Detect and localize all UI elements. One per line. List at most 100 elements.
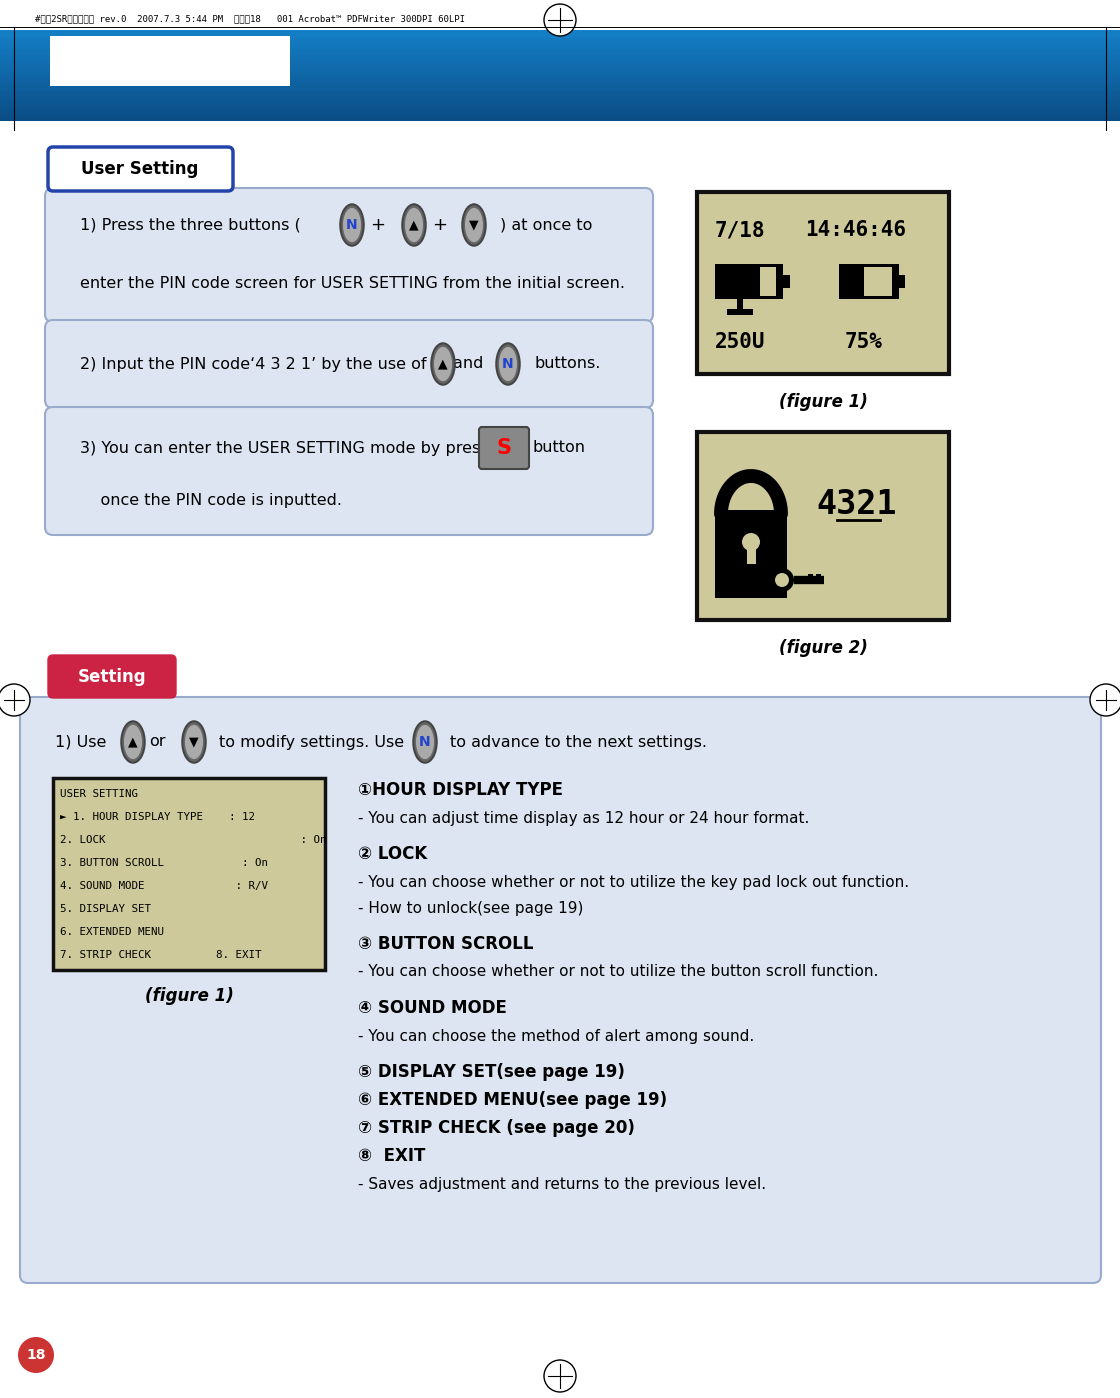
Bar: [0, 81, 1120, 82]
Bar: [697, 432, 949, 619]
Bar: [0, 42, 1120, 43]
FancyBboxPatch shape: [45, 407, 653, 535]
Text: Dr.: Dr.: [737, 577, 780, 603]
Bar: [0, 92, 1120, 94]
Ellipse shape: [340, 204, 364, 246]
Circle shape: [544, 4, 576, 36]
Text: 2) Input the PIN code‘4 3 2 1’ by the use of: 2) Input the PIN code‘4 3 2 1’ by the us…: [80, 356, 427, 372]
Circle shape: [544, 1360, 576, 1392]
Bar: [0, 67, 1120, 69]
Bar: [715, 510, 787, 598]
Bar: [0, 74, 1120, 75]
Text: (figure 2): (figure 2): [778, 639, 867, 657]
Bar: [842, 267, 892, 296]
Ellipse shape: [124, 726, 142, 759]
Text: USER SETTING: USER SETTING: [60, 788, 138, 800]
Text: (figure 1): (figure 1): [144, 987, 233, 1005]
Text: 3) You can enter the USER SETTING mode by pressing: 3) You can enter the USER SETTING mode b…: [80, 440, 513, 456]
Bar: [0, 116, 1120, 117]
Text: - You can choose whether or not to utilize the key pad lock out function.: - You can choose whether or not to utili…: [358, 875, 909, 889]
Bar: [0, 36, 1120, 38]
Bar: [53, 779, 325, 970]
Bar: [0, 99, 1120, 101]
Text: +: +: [371, 217, 385, 233]
Bar: [839, 264, 899, 299]
Ellipse shape: [500, 347, 517, 382]
Text: or: or: [149, 734, 166, 749]
Text: ⑤ DISPLAY SET(see page 19): ⑤ DISPLAY SET(see page 19): [358, 1062, 625, 1081]
Bar: [842, 267, 864, 296]
Text: 5. DISPLAY SET: 5. DISPLAY SET: [60, 905, 151, 914]
Text: to advance to the next settings.: to advance to the next settings.: [450, 734, 707, 749]
Text: ④ SOUND MODE: ④ SOUND MODE: [358, 1000, 507, 1016]
Text: - You can choose the method of alert among sound.: - You can choose the method of alert amo…: [358, 1029, 754, 1043]
Text: 18: 18: [26, 1348, 46, 1362]
Ellipse shape: [121, 721, 144, 763]
Bar: [0, 105, 1120, 108]
Text: ⑥ EXTENDED MENU(see page 19): ⑥ EXTENDED MENU(see page 19): [358, 1090, 668, 1109]
Bar: [0, 99, 1120, 102]
Text: Setting: Setting: [77, 668, 147, 686]
Bar: [0, 35, 1120, 38]
Bar: [0, 110, 1120, 113]
Bar: [0, 119, 1120, 120]
Ellipse shape: [465, 208, 483, 242]
Bar: [0, 70, 1120, 73]
Bar: [0, 87, 1120, 88]
Bar: [0, 80, 1120, 81]
Bar: [0, 96, 1120, 98]
Bar: [0, 117, 1120, 119]
Bar: [0, 88, 1120, 89]
Bar: [718, 267, 776, 296]
Bar: [0, 48, 1120, 49]
Text: 2. LOCK                              : On: 2. LOCK : On: [60, 835, 327, 844]
Bar: [727, 309, 753, 315]
Bar: [0, 55, 1120, 56]
FancyBboxPatch shape: [45, 320, 653, 408]
Bar: [0, 52, 1120, 53]
Bar: [0, 32, 1120, 34]
Bar: [0, 82, 1120, 84]
Bar: [0, 49, 1120, 50]
Ellipse shape: [405, 208, 423, 242]
Bar: [0, 103, 1120, 105]
Text: ③ BUTTON SCROLL: ③ BUTTON SCROLL: [358, 935, 533, 953]
Text: 75%: 75%: [844, 331, 883, 352]
Bar: [0, 106, 1120, 108]
Bar: [0, 89, 1120, 91]
Bar: [0, 53, 1120, 55]
Bar: [0, 50, 1120, 52]
Bar: [0, 98, 1120, 99]
Text: once the PIN code is inputted.: once the PIN code is inputted.: [80, 492, 342, 507]
Bar: [0, 78, 1120, 80]
FancyBboxPatch shape: [45, 187, 653, 322]
Text: - You can choose whether or not to utilize the button scroll function.: - You can choose whether or not to utili…: [358, 965, 878, 980]
Ellipse shape: [343, 208, 361, 242]
Text: ) at once to: ) at once to: [500, 218, 592, 232]
Text: ▲: ▲: [438, 358, 448, 370]
Ellipse shape: [431, 344, 455, 384]
Bar: [783, 275, 790, 288]
Bar: [0, 75, 1120, 78]
Ellipse shape: [413, 721, 437, 763]
Bar: [0, 63, 1120, 64]
Bar: [0, 113, 1120, 115]
Bar: [0, 59, 1120, 62]
Bar: [816, 575, 821, 580]
Bar: [0, 112, 1120, 113]
Bar: [0, 62, 1120, 63]
Bar: [0, 59, 1120, 60]
Ellipse shape: [183, 721, 206, 763]
Text: 1) Use: 1) Use: [55, 734, 106, 749]
Circle shape: [0, 684, 30, 716]
Bar: [0, 39, 1120, 41]
Bar: [0, 48, 1120, 49]
FancyBboxPatch shape: [479, 426, 529, 468]
Bar: [0, 42, 1120, 43]
Bar: [899, 275, 905, 288]
Circle shape: [775, 573, 788, 587]
Ellipse shape: [185, 726, 203, 759]
Bar: [0, 91, 1120, 92]
Text: to modify settings. Use: to modify settings. Use: [220, 734, 404, 749]
Bar: [0, 34, 1120, 35]
